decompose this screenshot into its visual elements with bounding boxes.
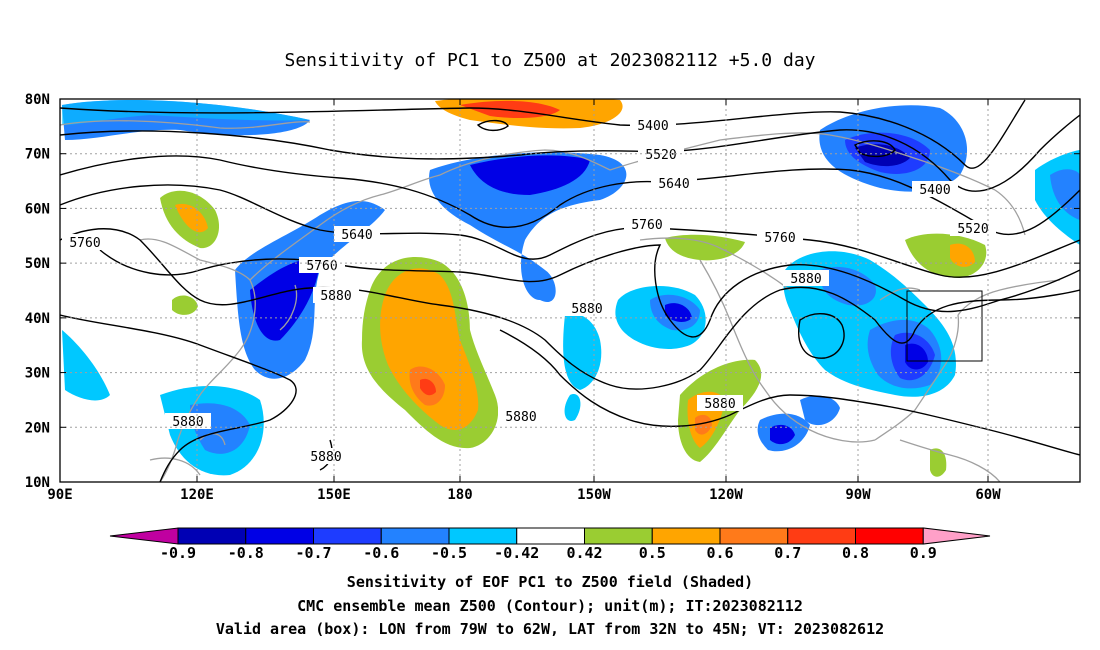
lat-label: 70N: [25, 147, 50, 163]
colorbar-segment: [719, 527, 789, 545]
lon-label: 180: [447, 487, 472, 503]
svg-text:5400: 5400: [919, 183, 950, 198]
lon-labels: 90E 120E 150E 180 150W 120W 90W 60W: [47, 487, 1001, 503]
contour-label-5520-a: 5520: [638, 146, 684, 163]
colorbar-label: 0.9: [910, 544, 937, 562]
colorbar-label: -0.5: [431, 544, 467, 562]
colorbar: [109, 527, 991, 545]
contour-label-5880-c: 5880: [564, 300, 610, 317]
colorbar-label: -0.7: [295, 544, 331, 562]
lon-label: 90W: [845, 487, 871, 503]
lat-label: 60N: [25, 201, 50, 217]
colorbar-label: 0.7: [774, 544, 801, 562]
lon-label: 150W: [577, 487, 611, 503]
contour-label-5760-c: 5760: [62, 234, 108, 251]
tick-marks: [59, 98, 1080, 483]
lat-label: 30N: [25, 366, 50, 382]
contour-label-5640-b: 5640: [334, 226, 380, 243]
colorbar-arrow-right: [922, 527, 991, 545]
caption-shaded: Sensitivity of EOF PC1 to Z500 field (Sh…: [346, 573, 754, 591]
colorbar-arrow-left: [109, 527, 179, 545]
contour-label-5400-a: 5400: [630, 117, 676, 134]
contour-label-5880-g: 5880: [303, 448, 349, 465]
colorbar-label: 0.42: [566, 544, 602, 562]
shade-bering-neg: [429, 152, 627, 303]
contour-label-5880-e: 5880: [697, 395, 743, 412]
svg-text:5520: 5520: [645, 148, 676, 163]
svg-text:5760: 5760: [69, 236, 100, 251]
shade-newfoundland-pos: [905, 233, 987, 278]
colorbar-segment: [651, 527, 721, 545]
contour-labels: 5400 5520 5640 5400 5520 5640 5760 5760 …: [62, 117, 996, 465]
lon-label: 120E: [180, 487, 214, 503]
valid-area-box: [906, 290, 983, 362]
contour-label-5880-d: 5880: [498, 408, 544, 425]
contour-label-5760-b: 5760: [757, 229, 803, 246]
contour-label-5400-b: 5400: [912, 181, 958, 198]
lat-label: 40N: [25, 311, 50, 327]
colorbar-segment: [855, 527, 924, 545]
page-title: Sensitivity of PC1 to Z500 at 2023082112…: [284, 50, 816, 71]
svg-text:5880: 5880: [320, 289, 351, 304]
svg-text:5400: 5400: [637, 119, 668, 134]
colorbar-labels: -0.9 -0.8 -0.7 -0.6 -0.5 -0.42 0.42 0.5 0.6 0.7 0.…: [160, 544, 937, 562]
caption-valid-area: Valid area (box): LON from 79W to 62W, L…: [215, 620, 885, 638]
colorbar-label: -0.42: [494, 544, 539, 562]
lat-label: 80N: [25, 92, 50, 108]
svg-text:5880: 5880: [790, 272, 821, 287]
lon-label: 120W: [709, 487, 743, 503]
lat-labels: 80N 70N 60N 50N 40N 30N 20N 10N: [25, 92, 50, 491]
colorbar-segment: [516, 527, 585, 545]
svg-text:5880: 5880: [704, 397, 735, 412]
contour-label-5880-f: 5880: [165, 413, 211, 430]
gridlines: [60, 99, 1080, 482]
svg-text:5760: 5760: [764, 231, 795, 246]
colorbar-segment: [448, 527, 518, 545]
colorbar-label: -0.6: [363, 544, 399, 562]
svg-text:5880: 5880: [571, 302, 602, 317]
colorbar-label: 0.6: [706, 544, 733, 562]
lat-label: 10N: [25, 475, 50, 491]
lon-label: 90E: [47, 487, 72, 503]
colorbar-label: 0.5: [639, 544, 666, 562]
svg-text:5640: 5640: [658, 177, 689, 192]
map-frame: [59, 98, 1081, 483]
colorbar-label: -0.9: [160, 544, 196, 562]
colorbar-segment: [787, 527, 856, 545]
contour-label-5760-a: 5760: [624, 216, 670, 233]
svg-text:5640: 5640: [341, 228, 372, 243]
coastlines: [60, 120, 1061, 482]
contour-label-5880-b: 5880: [783, 270, 829, 287]
shaded-sensitivity: [62, 99, 1080, 477]
lon-label: 150E: [317, 487, 351, 503]
lat-label: 20N: [25, 420, 50, 436]
contour-label-5520-b: 5520: [950, 220, 996, 237]
svg-text:5760: 5760: [631, 218, 662, 233]
colorbar-segment: [177, 527, 247, 545]
shade-alaska-pos: [665, 234, 745, 261]
colorbar-segment: [313, 527, 382, 545]
colorbar-segment: [380, 527, 450, 545]
svg-text:5520: 5520: [957, 222, 988, 237]
caption-contour: CMC ensemble mean Z500 (Contour); unit(m…: [297, 597, 803, 615]
colorbar-segment: [245, 527, 314, 545]
lat-label: 50N: [25, 256, 50, 272]
svg-text:5880: 5880: [505, 410, 536, 425]
svg-text:5880: 5880: [172, 415, 203, 430]
contour-label-5640-a: 5640: [651, 175, 697, 192]
colorbar-label: -0.8: [228, 544, 264, 562]
lon-label: 60W: [975, 487, 1001, 503]
colorbar-label: 0.8: [842, 544, 869, 562]
svg-text:5760: 5760: [306, 259, 337, 274]
colorbar-segment: [584, 527, 653, 545]
contour-label-5880-a: 5880: [313, 287, 359, 304]
svg-text:5880: 5880: [310, 450, 341, 465]
contour-label-5760-d: 5760: [299, 257, 345, 274]
